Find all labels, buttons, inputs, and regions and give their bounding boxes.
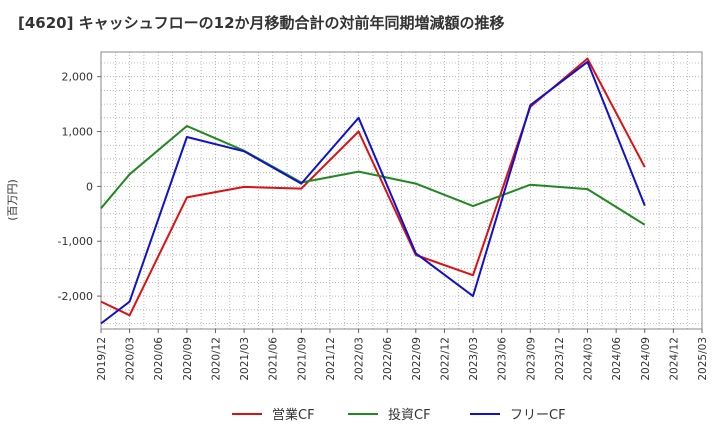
x-tick-label: 2024/12 — [668, 337, 680, 381]
x-tick-label: 2022/03 — [354, 337, 366, 381]
series — [100, 57, 646, 325]
x-tick-label: 2024/03 — [583, 337, 595, 381]
x-tick-label: 2020/03 — [125, 337, 137, 381]
x-tick-label: 2022/06 — [382, 337, 394, 381]
x-tick-label: 2022/12 — [439, 337, 451, 381]
x-tick-label: 2021/09 — [296, 337, 308, 381]
x-tick-label: 2021/06 — [268, 337, 280, 381]
y-tick-label: 2,000 — [62, 71, 94, 84]
y-tick-label: 0 — [86, 180, 93, 193]
series-line-1 — [100, 125, 646, 226]
x-tick-label: 2021/03 — [239, 337, 251, 381]
y-axis-label: (百万円) — [6, 179, 19, 221]
x-tick-label: 2023/12 — [554, 337, 566, 381]
x-tick-label: 2023/03 — [468, 337, 480, 381]
legend-label-0: 営業CF — [272, 407, 315, 423]
x-tick-label: 2020/12 — [210, 337, 222, 381]
legend-label-1: 投資CF — [388, 407, 431, 423]
y-axis-ticks: 2,000 1,000 0 -1,000 -2,000 — [58, 71, 101, 303]
x-tick-label: 2025/03 — [697, 337, 709, 381]
y-tick-label: 1,000 — [62, 126, 94, 139]
x-tick-label: 2021/12 — [325, 337, 337, 381]
plot-frame — [100, 51, 703, 330]
legend-label-2: フリーCF — [510, 408, 566, 423]
x-tick-label: 2024/06 — [611, 337, 623, 381]
x-tick-label: 2023/09 — [525, 337, 537, 381]
grid — [101, 52, 702, 329]
x-axis-ticks: 2019/12 2020/03 2020/06 2020/09 2020/12 2021/… — [96, 329, 709, 381]
y-tick-label: -1,000 — [58, 235, 93, 248]
x-tick-label: 2020/06 — [153, 337, 165, 381]
x-tick-label: 2022/09 — [411, 337, 423, 381]
y-tick-label: -2,000 — [58, 290, 93, 303]
legend: 営業CF 投資CF フリーCF — [232, 407, 566, 423]
x-tick-label: 2024/09 — [640, 337, 652, 381]
series-line-2 — [100, 60, 646, 325]
x-tick-label: 2020/09 — [182, 337, 194, 381]
chart-title: [4620] キャッシュフローの12か月移動合計の対前年同期増減額の推移 — [18, 14, 505, 32]
x-tick-label: 2019/12 — [96, 337, 108, 381]
x-tick-label: 2023/06 — [497, 337, 509, 381]
